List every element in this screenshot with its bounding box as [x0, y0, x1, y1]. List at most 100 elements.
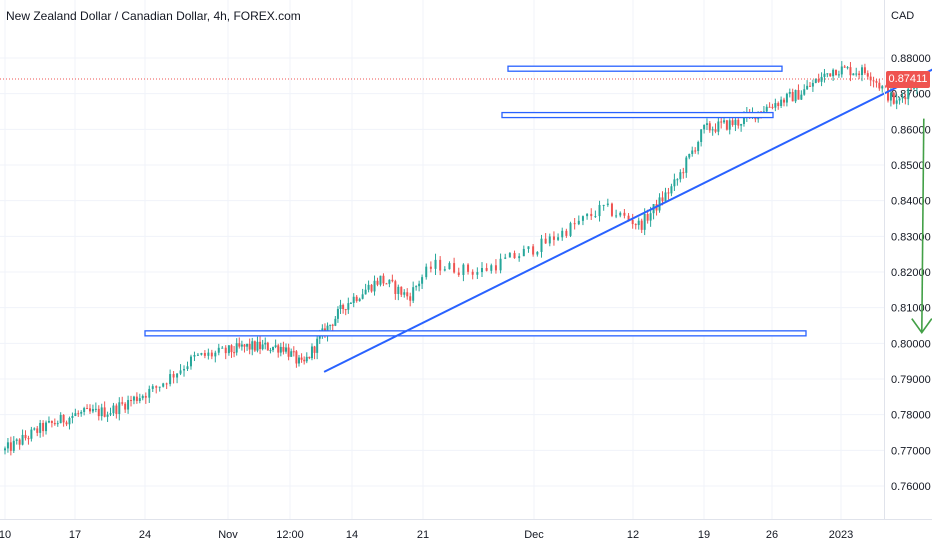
candle-body	[251, 341, 254, 350]
candle-body	[901, 97, 904, 99]
target-arrow-shaft	[921, 118, 925, 333]
candle-body	[42, 422, 45, 432]
candle-body	[238, 343, 241, 347]
candle-body	[135, 396, 138, 401]
candle-body	[907, 88, 910, 100]
candle-body	[36, 428, 39, 433]
candle-body	[169, 374, 172, 385]
candle-body	[339, 304, 342, 309]
candle-body	[68, 417, 71, 425]
candle-body	[837, 74, 840, 76]
candle-body	[898, 98, 901, 101]
candle-body	[725, 120, 728, 130]
candle-body	[246, 343, 249, 347]
candle-body	[77, 413, 80, 415]
candle-body	[881, 86, 884, 89]
candle-body	[196, 354, 199, 356]
candle-body	[552, 236, 555, 240]
candle-body	[895, 100, 898, 104]
x-tick-label: 24	[139, 529, 151, 541]
y-tick-label: 0.78000	[891, 410, 931, 422]
candle-body	[490, 265, 493, 271]
candle-body	[74, 413, 77, 416]
candle-body	[742, 116, 745, 125]
candle-body	[714, 129, 717, 132]
candle-body	[313, 346, 316, 353]
candle-body	[697, 141, 700, 152]
candle-body	[391, 279, 394, 282]
candle-body	[124, 403, 127, 410]
candle-body	[388, 279, 391, 284]
candle-body	[800, 94, 803, 100]
candle-body	[646, 214, 649, 221]
candle-body	[243, 344, 246, 347]
candle-body	[112, 405, 115, 414]
candle-body	[33, 428, 36, 430]
candle-body	[342, 304, 345, 310]
candle-body	[127, 400, 130, 410]
candle-body	[305, 356, 308, 362]
candle-body	[214, 352, 217, 357]
candle-body	[397, 286, 400, 294]
candle-body	[24, 434, 27, 439]
candle-body	[904, 97, 907, 100]
time-axis-separator	[0, 519, 932, 520]
candle-body	[235, 343, 238, 353]
candle-body	[780, 99, 783, 107]
candle-body	[295, 351, 298, 364]
candle-body	[12, 440, 15, 451]
current-price-label: 0.87411	[886, 70, 930, 88]
candle-body	[866, 73, 869, 77]
candle-body	[720, 121, 723, 123]
candle-body	[832, 69, 835, 77]
candle-body	[274, 345, 277, 347]
candle-body	[412, 287, 415, 301]
candle-body	[673, 179, 676, 187]
candle-body	[248, 343, 251, 350]
candle-body	[664, 192, 667, 202]
candle-body	[287, 347, 290, 357]
candle-body	[100, 407, 103, 417]
candle-body	[634, 224, 637, 226]
candle-body	[21, 434, 24, 445]
candle-body	[843, 66, 846, 68]
candle-body	[253, 341, 256, 351]
candle-body	[829, 73, 832, 77]
candle-body	[118, 402, 121, 414]
candle-body	[682, 172, 685, 174]
candle-body	[4, 448, 6, 451]
candle-body	[141, 395, 144, 399]
candle-body	[448, 263, 451, 270]
candle-body	[367, 284, 370, 290]
y-tick-label: 0.86000	[891, 124, 931, 136]
candle-body	[39, 422, 42, 433]
y-tick-label: 0.87000	[891, 89, 931, 101]
candle-body	[581, 216, 584, 221]
candle-body	[272, 346, 275, 351]
candle-body	[308, 356, 311, 359]
price-axis-separator	[884, 0, 885, 519]
x-tick-label: Dec	[524, 529, 544, 541]
candle-body	[840, 66, 843, 75]
candle-body	[210, 352, 213, 357]
candle-body	[610, 203, 613, 216]
candle-body	[400, 286, 403, 295]
candle-body	[835, 69, 838, 76]
y-tick-label: 0.80000	[891, 338, 931, 350]
candle-body	[522, 248, 525, 257]
candle-body	[240, 344, 243, 347]
candle-body	[370, 284, 373, 292]
candle-body	[303, 359, 306, 362]
chart-title: New Zealand Dollar / Canadian Dollar, 4h…	[6, 9, 301, 23]
candle-body	[688, 153, 691, 158]
candle-body	[590, 213, 593, 217]
candle-body	[619, 212, 622, 216]
candle-body	[685, 157, 688, 173]
candle-body	[615, 215, 618, 217]
candle-body	[627, 215, 630, 220]
candle-body	[731, 120, 734, 125]
candle-body	[691, 150, 694, 154]
candle-body	[176, 373, 179, 378]
y-tick-label: 0.82000	[891, 267, 931, 279]
